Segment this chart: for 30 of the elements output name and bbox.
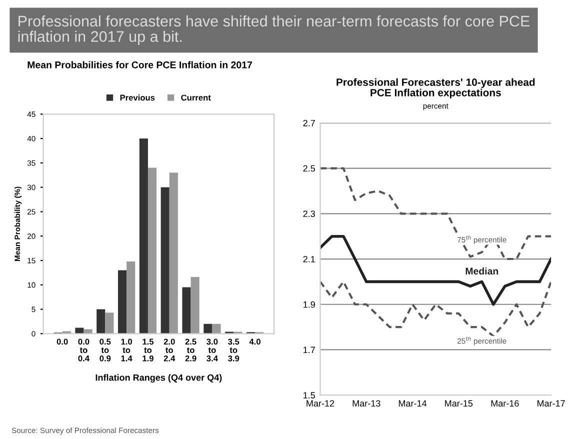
y-tick-label: 2.1 [303,256,315,262]
x-tick-label: 1.0 to 1.4 [121,338,132,362]
x-tick-label: 2.0 to 2.4 [164,338,176,362]
x-tick-label: 1.5 to 1.9 [142,338,154,362]
x-tick-label: 0.0 [56,338,68,345]
y-tick-label: 2.7 [303,120,315,126]
series-label: Median [466,267,498,275]
chart-title: Professional Forecasters' 10-year ahead PCE Inflation expectations [336,78,535,98]
y-tick-label: 1.7 [304,346,315,354]
text: Professional forecasters have shifted their near-term forecasts for core PCE inflation in 2017 up a bit. [18,15,530,45]
x-tick-label: Mar-17 [537,400,565,407]
x-tick-label: 3.0 to 3.4 [206,338,218,362]
y-tick-label: 1.9 [304,301,315,308]
x-tick-label: 3.5 to 3.9 [228,338,240,362]
x-tick-label: Mar-16 [491,400,519,407]
x-axis-title: Inflation Ranges (Q4 over Q4) [96,374,222,383]
y-tick-label: 1.5 [304,392,315,398]
legend-label: Current [181,94,211,101]
x-tick-label: 0.0 to 0.4 [78,338,90,362]
x-tick-label: 4.0 [249,338,260,345]
x-tick-label: Mar-13 [352,400,380,407]
legend-label: Previous [120,94,155,101]
y-tick-label: 2.5 [303,165,315,172]
x-tick-label: Mar-15 [445,400,473,407]
chart-title: Mean Probabilities for Core PCE Inflation in 2017 [28,61,252,68]
y-tick-label: 2.3 [303,210,315,218]
x-tick-label: Mar-14 [398,400,427,407]
x-tick-label: 0.5 to 0.9 [100,338,111,362]
x-tick-label: 2.5 to 2.9 [185,338,196,362]
x-tick-label: Mar-12 [306,400,334,407]
